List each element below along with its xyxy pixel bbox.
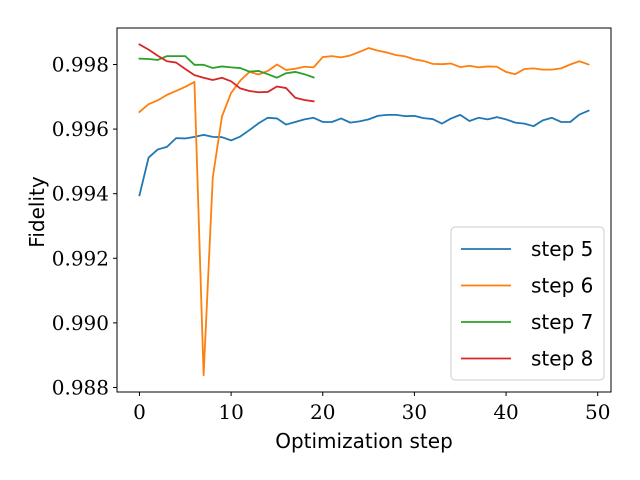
legend-box — [450, 226, 605, 381]
y-tick-label: 0.998 — [52, 52, 109, 76]
x-tick-label: 10 — [218, 400, 243, 424]
legend-label: step 7 — [531, 310, 593, 334]
legend-label: step 6 — [531, 274, 593, 298]
series-line-7 — [138, 55, 315, 79]
y-axis-label: Fidelity — [25, 176, 49, 248]
x-tick-label: 0 — [133, 400, 146, 424]
x-tick-label: 30 — [402, 400, 427, 424]
x-tick-label: 50 — [585, 400, 610, 424]
legend-label: step 5 — [531, 237, 593, 261]
x-axis-label: Optimization step — [275, 429, 453, 453]
x-tick-label: 40 — [493, 400, 518, 424]
series-line-5 — [138, 109, 590, 197]
legend-label: step 8 — [531, 347, 593, 371]
series-line-8 — [138, 43, 315, 103]
plot-frame — [116, 27, 612, 393]
series-line-6 — [138, 47, 590, 377]
y-tick-label: 0.996 — [52, 117, 109, 141]
y-tick-label: 0.992 — [52, 246, 109, 270]
y-tick-label: 0.994 — [52, 182, 109, 206]
y-tick-label: 0.990 — [52, 311, 109, 335]
x-tick-label: 20 — [310, 400, 335, 424]
y-tick-label: 0.988 — [52, 375, 109, 399]
